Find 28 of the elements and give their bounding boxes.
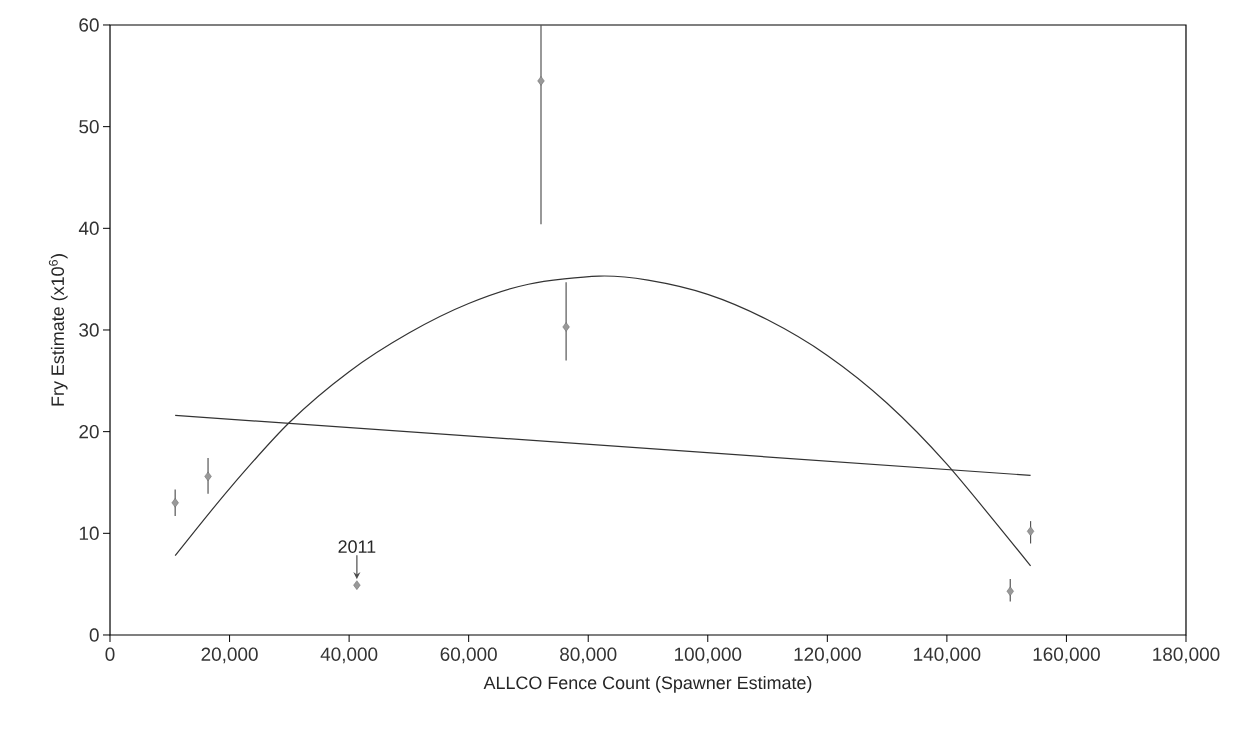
annotation: 2011: [338, 540, 376, 553]
x-axis-title: ALLCO Fence Count (Spawner Estimate): [483, 675, 812, 693]
y-axis-title: Fry Estimate (x10$^{6}$): [48, 254, 68, 406]
y-tick-label: 30: [79, 323, 99, 337]
point: [562, 322, 570, 332]
y-tick-label: 20: [79, 424, 99, 439]
point: [204, 471, 212, 482]
line-series: [174, 275, 1032, 567]
x-tick-label: 20,000: [201, 647, 258, 664]
x-tick-label: 0: [105, 647, 115, 661]
y-tick-label: 50: [79, 119, 99, 134]
y-tick-label: 60: [79, 18, 99, 32]
point: [1006, 586, 1014, 596]
x-tick-label: 80,000: [560, 647, 617, 664]
x-tick-label: 100,000: [675, 647, 742, 664]
point: [171, 498, 179, 508]
point: [537, 76, 545, 86]
y-tick-label: 40: [78, 221, 99, 236]
y-tick-label: 10: [79, 526, 99, 541]
point: [1027, 526, 1035, 536]
point: [353, 580, 361, 590]
x-tick-label: 180,000: [1153, 647, 1220, 664]
x-tick-label: 60,000: [440, 647, 497, 664]
y-tick-label: 0: [89, 628, 99, 642]
x-tick-label: 40,000: [320, 647, 378, 664]
x-tick-label: 120,000: [794, 647, 861, 664]
x-tick-label: 160,000: [1033, 647, 1100, 664]
x-tick-label: 140,000: [914, 647, 981, 664]
